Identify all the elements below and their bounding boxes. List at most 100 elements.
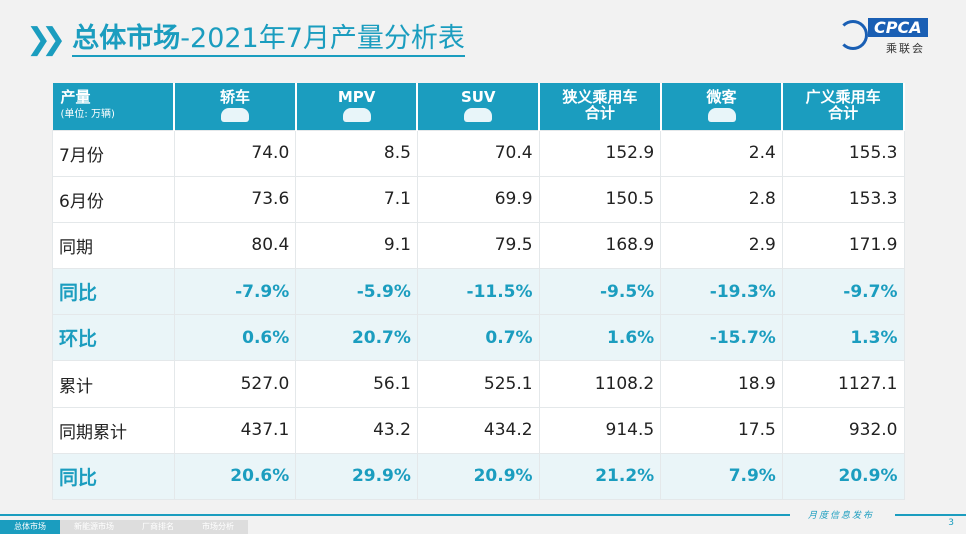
table-row: 环比 0.6% 20.7% 0.7% 1.6% -15.7% 1.3% [52, 314, 905, 362]
table-cell: 56.1 [295, 360, 418, 408]
table-cell: 437.1 [173, 406, 297, 454]
logo-cn: 乘联会 [886, 42, 925, 55]
release-label: 月度信息发布 [808, 511, 875, 521]
table-cell: 79.5 [416, 221, 540, 270]
header-title: 产量 [60, 88, 91, 106]
table-row: 同比 -7.9% -5.9% -11.5% -9.5% -19.3% -9.7% [52, 268, 905, 316]
table-cell: 20.6% [173, 452, 297, 501]
table-cell: -11.5% [416, 268, 540, 316]
table-cell: 18.9 [660, 360, 783, 408]
table-cell: 80.4 [173, 221, 297, 270]
row-label: 7月份 [52, 129, 175, 177]
footer-divider [0, 514, 790, 516]
table-cell: -9.5% [538, 268, 662, 316]
row-label: 同期 [52, 221, 175, 270]
table-cell: 1.3% [781, 314, 905, 362]
table-row: 累计 527.0 56.1 525.1 1108.2 18.9 1127.1 [52, 360, 905, 408]
table-cell: 914.5 [538, 406, 662, 454]
table-cell: 17.5 [660, 406, 783, 454]
footer-tab[interactable]: 厂商排名 [128, 520, 188, 534]
table-cell: 1127.1 [781, 360, 905, 408]
footer-divider-right [895, 514, 966, 516]
table-cell: 0.7% [416, 314, 540, 362]
row-label: 累计 [52, 360, 175, 408]
production-table: 产量 (单位: 万辆) 轿车 MPV SUV 狭义乘用车 合计 微客 广义乘用车 合计 7月份… [52, 83, 905, 501]
column-label: SUV [460, 88, 496, 106]
column-header: 广义乘用车 合计 [782, 83, 905, 130]
column-label: 轿车 [219, 88, 250, 106]
row-label: 同期累计 [52, 406, 175, 454]
footer-tabs: 总体市场 新能源市场 厂商排名 市场分析 [0, 520, 248, 534]
column-label: 狭义乘用车 合计 [562, 88, 638, 122]
column-label: 广义乘用车 合计 [805, 88, 881, 122]
sedan-icon [220, 108, 249, 122]
table-cell: 1108.2 [538, 360, 662, 408]
mpv-icon [342, 108, 371, 122]
header-label: 产量 (单位: 万辆) [52, 83, 176, 130]
title-area: ❯❯ 总体市场-2021年7月产量分析表 [26, 22, 465, 57]
row-label: 同比 [52, 452, 175, 501]
table-row: 同比 20.6% 29.9% 20.9% 21.2% 7.9% 20.9% [52, 452, 905, 501]
table-cell: 43.2 [295, 406, 418, 454]
table-cell: 150.5 [538, 175, 662, 223]
table-cell: 20.9% [781, 452, 905, 501]
table-cell: 2.4 [660, 129, 783, 177]
table-cell: 527.0 [173, 360, 297, 408]
column-header: 狭义乘用车 合计 [539, 83, 662, 130]
table-cell: 69.9 [416, 175, 540, 223]
footer-tab[interactable]: 新能源市场 [60, 520, 128, 534]
table-cell: 73.6 [173, 175, 297, 223]
page-title: 总体市场-2021年7月产量分析表 [72, 23, 465, 57]
double-chevron-icon: ❯❯ [26, 22, 66, 57]
footer-tab[interactable]: 总体市场 [0, 520, 60, 534]
table-cell: 153.3 [781, 175, 905, 223]
table-cell: 168.9 [538, 221, 662, 270]
row-label: 6月份 [52, 175, 175, 223]
table-cell: -19.3% [660, 268, 783, 316]
row-label: 同比 [52, 268, 175, 316]
table-cell: 1.6% [538, 314, 662, 362]
row-label: 环比 [52, 314, 175, 362]
table-cell: 70.4 [416, 129, 540, 177]
page-number: 3 [948, 518, 954, 528]
table-cell: 155.3 [781, 129, 905, 177]
logo-text: CPCA [868, 18, 928, 37]
table-cell: 932.0 [781, 406, 905, 454]
column-label: 微客 [706, 88, 737, 106]
table-cell: 7.9% [660, 452, 783, 501]
table-cell: 171.9 [781, 221, 905, 270]
table-row: 同期累计 437.1 43.2 434.2 914.5 17.5 932.0 [52, 406, 905, 454]
table-cell: -7.9% [173, 268, 297, 316]
column-header: MPV [295, 83, 419, 130]
table-cell: 21.2% [538, 452, 662, 501]
table-cell: 525.1 [416, 360, 540, 408]
title-rest: -2021年7月产量分析表 [180, 22, 465, 54]
column-header: 轿车 [174, 83, 297, 130]
footer-tab[interactable]: 市场分析 [188, 520, 248, 534]
table-cell: 8.5 [295, 129, 418, 177]
table-cell: 20.7% [295, 314, 418, 362]
table-cell: 9.1 [295, 221, 418, 270]
title-bold: 总体市场 [72, 22, 181, 54]
table-cell: 20.9% [416, 452, 540, 501]
table-cell: 29.9% [295, 452, 418, 501]
table-cell: -15.7% [660, 314, 783, 362]
column-header: SUV [417, 83, 541, 130]
column-label: MPV [337, 88, 376, 106]
table-cell: 152.9 [538, 129, 662, 177]
table-cell: 74.0 [173, 129, 297, 177]
table-cell: 0.6% [173, 314, 297, 362]
logo-mark-icon [838, 20, 868, 50]
table-cell: 434.2 [416, 406, 540, 454]
table-cell: 2.9 [660, 221, 783, 270]
table-row: 7月份 74.0 8.5 70.4 152.9 2.4 155.3 [52, 129, 905, 177]
table-cell: -9.7% [781, 268, 905, 316]
table-cell: -5.9% [295, 268, 418, 316]
minivan-icon [707, 108, 736, 122]
table-cell: 7.1 [295, 175, 418, 223]
cpca-logo: CPCA 乘联会 [838, 16, 956, 58]
table-row: 6月份 73.6 7.1 69.9 150.5 2.8 153.3 [52, 175, 905, 223]
column-header: 微客 [660, 83, 784, 130]
unit-label: (单位: 万辆) [60, 109, 115, 120]
table-row: 同期 80.4 9.1 79.5 168.9 2.9 171.9 [52, 221, 905, 270]
